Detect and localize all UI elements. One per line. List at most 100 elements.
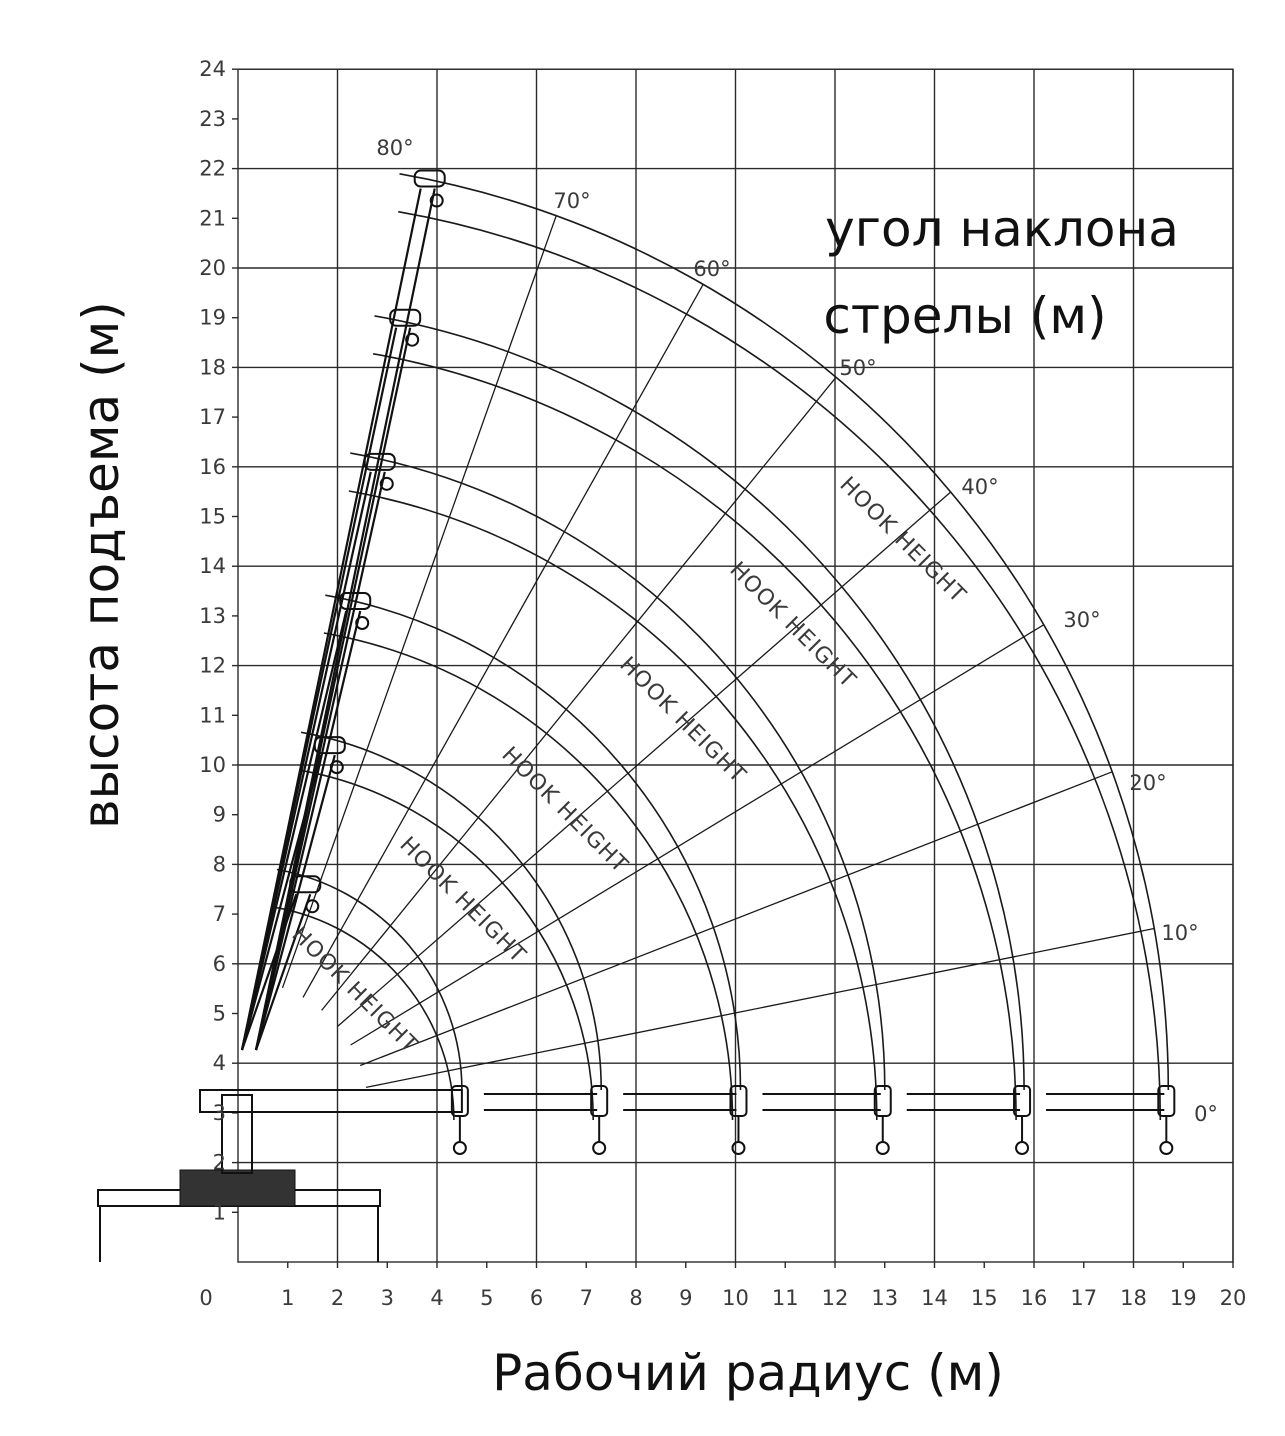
hook-icon (875, 1141, 890, 1155)
hook-block-icon (355, 615, 370, 630)
hook-icon (592, 1141, 607, 1155)
x-tick-label: 2 (331, 1286, 344, 1310)
hook-block-icon (329, 760, 344, 775)
y-tick-label: 8 (213, 852, 226, 876)
y-tick-label: 22 (199, 157, 226, 181)
x-tick-label: 7 (580, 1286, 593, 1310)
y-tick-label: 3 (213, 1101, 226, 1125)
hook-height-arc-outer (350, 452, 886, 1091)
x-tick-label: 4 (430, 1286, 443, 1310)
angle-label: 40° (961, 475, 998, 499)
x-tick-label: 12 (822, 1286, 849, 1310)
hook-height-label: HOOK HEIGHT (395, 832, 531, 968)
boom-angle-title-line2: стрелы (м) (823, 287, 1106, 345)
x-tick-label: 11 (772, 1286, 799, 1310)
angle-rays (281, 215, 1155, 1089)
crane-column (221, 1094, 253, 1174)
x-tick-label: 19 (1170, 1286, 1197, 1310)
x-tick-label: 9 (679, 1286, 692, 1310)
x-tick-label: 10 (722, 1286, 749, 1310)
angle-label: 80° (376, 136, 413, 160)
boom-section-line (240, 188, 422, 1051)
hook-block-icon (379, 476, 394, 491)
angle-label: 50° (839, 356, 876, 380)
angle-label: 30° (1063, 608, 1100, 632)
hook-block-icon (429, 193, 444, 208)
x-tick-label: 0 (199, 1286, 212, 1310)
boom-section-line (254, 893, 312, 1051)
y-tick-label: 21 (199, 206, 226, 230)
hook-height-arc-inner (372, 353, 1017, 1121)
y-tick-label: 10 (199, 753, 226, 777)
x-tick-label: 17 (1070, 1286, 1097, 1310)
y-tick-label: 1 (213, 1200, 226, 1224)
angle-ray-60 (302, 283, 704, 998)
y-tick-label: 13 (199, 604, 226, 628)
hook-height-label: HOOK HEIGHT (725, 557, 861, 693)
hook-block-icon (305, 899, 320, 914)
hook-height-arc-outer (300, 731, 602, 1091)
x-tick-label: 20 (1220, 1286, 1247, 1310)
y-tick-label: 4 (213, 1051, 226, 1075)
hook-icon (731, 1141, 746, 1155)
angle-ray-30 (350, 624, 1045, 1046)
hook-height-arc-inner (323, 632, 734, 1121)
angle-label: 10° (1161, 921, 1198, 945)
hook-height-arc-outer (374, 315, 1025, 1091)
hook-height-arc-inner (299, 769, 594, 1121)
x-tick-label: 6 (530, 1286, 543, 1310)
x-tick-label: 13 (871, 1286, 898, 1310)
x-tick-label: 5 (480, 1286, 493, 1310)
x-tick-label: 16 (1021, 1286, 1048, 1310)
y-tick-label: 24 (199, 57, 226, 81)
y-tick-label: 9 (213, 803, 226, 827)
y-tick-label: 18 (199, 355, 226, 379)
y-tick-label: 16 (199, 455, 226, 479)
y-tick-label: 20 (199, 256, 226, 280)
horizontal-boom-base (199, 1089, 463, 1113)
hook-height-arc-outer (325, 594, 742, 1091)
hook-height-arc-inner (348, 490, 878, 1121)
y-tick-label: 7 (213, 902, 226, 926)
angle-ray-50 (321, 376, 837, 1011)
angle-ray-70 (281, 215, 557, 989)
hook-height-arc-outer (276, 868, 463, 1091)
angle-ray-20 (359, 771, 1113, 1067)
x-tick-label: 14 (921, 1286, 948, 1310)
hook-height-arc-inner (275, 906, 455, 1121)
boom-angle-title-line1: угол наклона (825, 200, 1179, 258)
y-tick-label: 15 (199, 505, 226, 529)
angle-ray-40 (337, 491, 952, 1027)
y-tick-label: 23 (199, 107, 226, 131)
angle-labels: 80° 70° 60° 50° 40° 30° 20° 10° 0° (376, 136, 1218, 1126)
y-tick-label: 12 (199, 654, 226, 678)
hook-block-icon (405, 332, 420, 347)
hook-icon (1015, 1141, 1030, 1155)
x-tick-label: 18 (1120, 1286, 1147, 1310)
angle-label: 70° (553, 189, 590, 213)
boom-head (413, 169, 446, 188)
x-tick-label: 3 (381, 1286, 394, 1310)
angle-label: 0° (1194, 1102, 1218, 1126)
hook-height-arc-inner (398, 210, 1162, 1121)
angle-label: 20° (1129, 771, 1166, 795)
y-tick-label: 11 (199, 703, 226, 727)
hook-icon (1159, 1141, 1174, 1155)
x-tick-label: 15 (971, 1286, 998, 1310)
boom-section-line (254, 754, 336, 1051)
crane-base-drawing (97, 1094, 381, 1262)
y-tick-label: 14 (199, 554, 226, 578)
angle-ray-10 (365, 927, 1155, 1089)
y-tick-label: 19 (199, 306, 226, 330)
y-axis-title: высота подъема (м) (72, 301, 130, 829)
y-tick-label: 5 (213, 1002, 226, 1026)
grid-lines (232, 68, 1234, 1268)
y-tick-label: 17 (199, 405, 226, 429)
x-tick-labels: 0 1 2 3 4 5 6 7 8 9 10 11 12 13 14 15 16 17 18 19 20 (199, 1286, 1246, 1310)
crane-base-unit (179, 1169, 296, 1207)
hook-icon (452, 1141, 467, 1155)
x-axis-title: Рабочий радиус (м) (492, 1344, 1004, 1402)
